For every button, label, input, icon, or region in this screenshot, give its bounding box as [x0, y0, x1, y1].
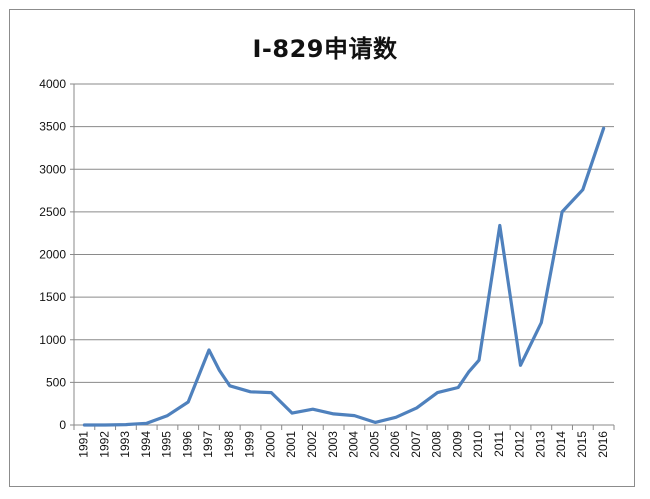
data-point: [581, 188, 585, 191]
data-point: [218, 369, 221, 372]
data-point: [207, 348, 211, 352]
x-tick-label: 1995: [160, 431, 174, 458]
x-tick-label: 2005: [367, 431, 381, 458]
axes: [70, 83, 615, 430]
data-point: [467, 370, 470, 374]
x-tick-label: 1998: [222, 431, 236, 458]
data-point: [415, 406, 418, 410]
x-tick-label: 2014: [554, 431, 568, 458]
data-point: [290, 411, 294, 415]
x-tick-label: 1999: [243, 431, 257, 458]
chart-area: [9, 9, 635, 487]
data-point: [145, 422, 148, 425]
x-tick-label: 1997: [201, 431, 215, 458]
x-tick-label: 1996: [180, 431, 194, 458]
x-tick-label: 2010: [471, 431, 485, 458]
data-point: [249, 390, 252, 393]
data-point: [228, 384, 231, 387]
data-point: [187, 400, 190, 404]
x-tick-label: 2008: [430, 431, 444, 458]
gridlines: [74, 83, 614, 383]
x-tick-label: 2007: [409, 431, 423, 458]
y-axis-tick-labels: 0 500 1000 1500 2000 2500 3000 3500 4000: [39, 77, 66, 432]
series-line: [82, 126, 606, 427]
y-tick-label: 500: [46, 375, 66, 389]
data-point: [560, 210, 564, 214]
data-point: [332, 412, 335, 416]
x-tick-label: 2004: [347, 431, 361, 458]
y-tick-label: 1500: [39, 290, 66, 304]
data-point: [394, 416, 398, 419]
data-point: [103, 423, 107, 427]
x-tick-label: 1992: [97, 431, 111, 458]
x-tick-label: 2012: [513, 431, 527, 458]
data-point: [353, 414, 356, 417]
data-point: [311, 408, 315, 411]
x-tick-label: 2013: [533, 431, 547, 458]
series-layer: [82, 126, 606, 427]
x-tick-label: 2015: [575, 431, 589, 458]
data-point: [270, 391, 273, 394]
data-point: [373, 421, 377, 424]
data-point: [166, 414, 169, 417]
y-tick-label: 1000: [39, 333, 66, 347]
x-tick-label: 2000: [263, 431, 277, 458]
data-point: [83, 423, 86, 427]
y-tick-label: 0: [59, 418, 66, 432]
y-tick-label: 3500: [39, 120, 66, 134]
chart-title: I-829申请数: [252, 35, 398, 63]
x-tick-label: 1991: [77, 431, 91, 458]
data-point: [519, 364, 522, 367]
x-axis-tick-labels: 1991 1992 1993 1994 1995 1996 1997 1998 1999 2000…: [77, 431, 610, 458]
data-point: [457, 386, 460, 389]
data-point: [602, 127, 605, 130]
y-tick-label: 2500: [39, 205, 66, 219]
x-tick-label: 2002: [305, 431, 319, 458]
x-tick-label: 2001: [284, 431, 298, 458]
data-point: [498, 224, 501, 227]
x-tick-label: 2011: [492, 431, 506, 457]
y-tick-label: 4000: [39, 77, 66, 91]
data-point: [124, 423, 128, 426]
y-tick-label: 3000: [39, 162, 66, 176]
y-tick-label: 2000: [39, 248, 66, 262]
x-tick-label: 2009: [450, 431, 464, 458]
data-point: [540, 321, 543, 324]
x-tick-label: 1994: [139, 431, 153, 458]
x-tick-label: 2006: [388, 431, 402, 458]
data-point: [477, 359, 481, 362]
x-tick-label: 1993: [118, 431, 132, 458]
x-tick-label: 2016: [596, 431, 610, 458]
x-tick-label: 2003: [326, 431, 340, 458]
data-point: [436, 391, 439, 394]
